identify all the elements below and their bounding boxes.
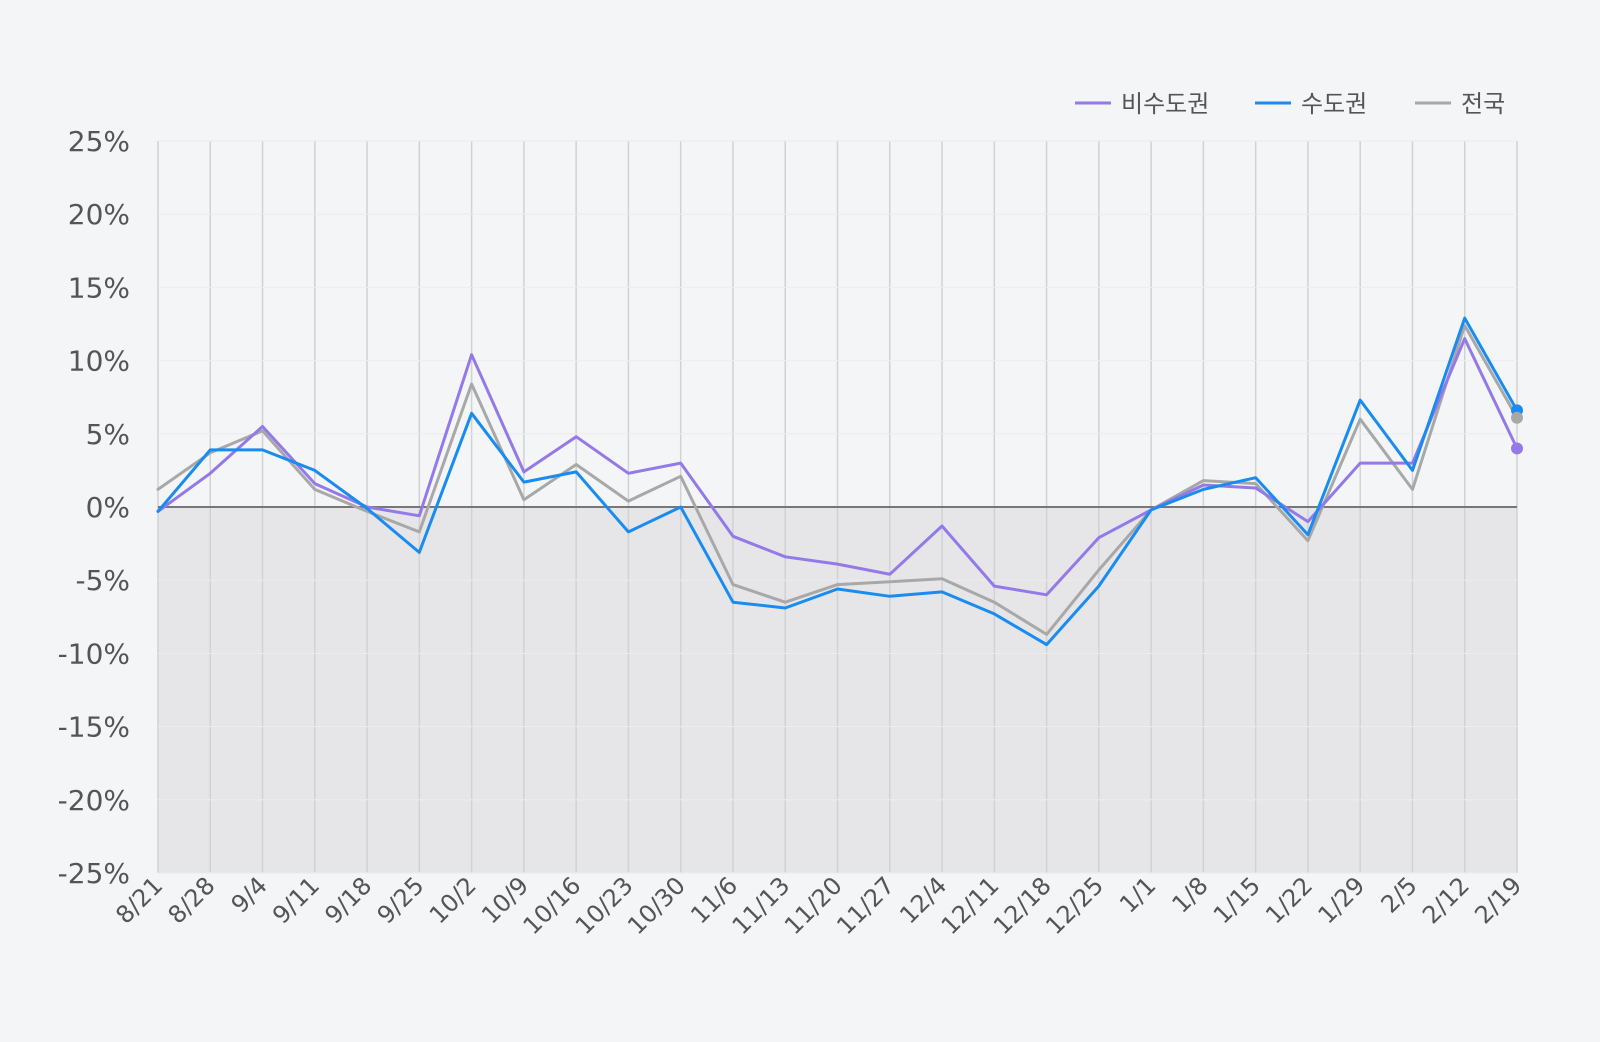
x-tick-label: 11/13 bbox=[727, 871, 796, 940]
y-tick-label: 15% bbox=[68, 271, 130, 304]
series-end-point-0[interactable] bbox=[1511, 442, 1523, 455]
x-tick-label: 1/29 bbox=[1313, 871, 1371, 929]
x-tick-label: 11/27 bbox=[831, 871, 900, 940]
x-tick-label: 12/25 bbox=[1040, 871, 1109, 940]
x-tick-label: 2/19 bbox=[1469, 871, 1527, 929]
x-tick-label: 1/15 bbox=[1208, 871, 1266, 929]
legend-label: 수도권 bbox=[1301, 90, 1367, 118]
x-tick-label: 2/5 bbox=[1376, 871, 1423, 918]
legend-item-2[interactable]: 전국 bbox=[1415, 90, 1505, 118]
legend-item-1[interactable]: 수도권 bbox=[1255, 90, 1367, 118]
x-tick-label: 12/11 bbox=[936, 871, 1005, 940]
y-tick-label: -5% bbox=[75, 564, 130, 597]
y-tick-label: 20% bbox=[68, 198, 130, 231]
x-tick-label: 12/18 bbox=[988, 871, 1057, 940]
x-tick-label: 1/1 bbox=[1114, 871, 1161, 918]
y-tick-label: -25% bbox=[58, 857, 130, 890]
x-tick-label: 10/23 bbox=[570, 871, 639, 940]
y-tick-label: -15% bbox=[58, 711, 130, 744]
x-tick-label: 9/18 bbox=[319, 871, 377, 929]
x-tick-label: 2/12 bbox=[1417, 871, 1475, 929]
y-tick-label: -10% bbox=[58, 637, 130, 670]
x-tick-label: 11/20 bbox=[779, 871, 848, 940]
series-line-1 bbox=[156, 316, 1519, 647]
y-tick-label: -20% bbox=[58, 784, 130, 817]
y-tick-label: 0% bbox=[86, 491, 130, 524]
legend-label: 전국 bbox=[1461, 90, 1505, 118]
legend-item-0[interactable]: 비수도권 bbox=[1075, 90, 1209, 118]
series-line-2 bbox=[156, 324, 1519, 636]
x-tick-label: 1/8 bbox=[1167, 871, 1214, 918]
series-end-point-2[interactable] bbox=[1511, 411, 1523, 424]
series-line-0 bbox=[156, 337, 1519, 597]
x-tick-label: 10/16 bbox=[518, 871, 587, 940]
x-tick-label: 1/22 bbox=[1260, 871, 1318, 929]
x-tick-label: 10/2 bbox=[424, 871, 482, 929]
x-tick-label: 9/11 bbox=[267, 871, 325, 929]
x-tick-label: 9/4 bbox=[226, 871, 273, 918]
y-tick-label: 25% bbox=[68, 125, 130, 158]
y-tick-label: 5% bbox=[86, 418, 130, 451]
y-tick-label: 10% bbox=[68, 345, 130, 378]
x-tick-label: 10/30 bbox=[622, 871, 691, 940]
x-tick-label: 8/28 bbox=[163, 871, 221, 929]
x-tick-label: 9/25 bbox=[372, 871, 430, 929]
legend-label: 비수도권 bbox=[1121, 90, 1209, 118]
